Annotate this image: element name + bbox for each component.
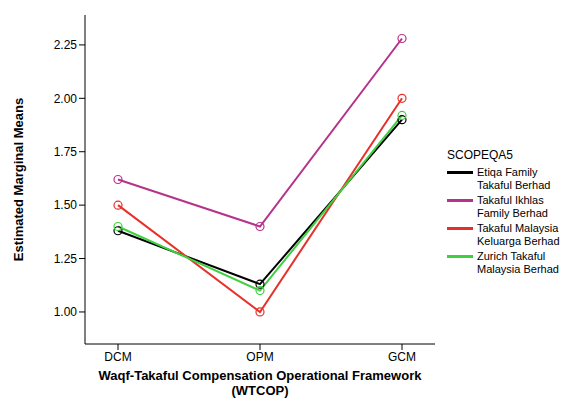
svg-text:GCM: GCM: [388, 350, 416, 364]
html-text:Etiqa Family Takaful Berhad: Etiqa Family Takaful Berhad: [477, 166, 551, 191]
svg-text:Estimated Marginal Means: Estimated Marginal Means: [11, 98, 26, 261]
html-text:Takaful Ikhlas Family Berhad: Takaful Ikhlas Family Berhad: [477, 194, 548, 219]
svg-text:1.50: 1.50: [54, 198, 78, 212]
svg-text:1.75: 1.75: [54, 145, 78, 159]
html-text:SCOPEQA5: SCOPEQA5: [447, 148, 513, 162]
svg-text:DCM: DCM: [104, 350, 131, 364]
svg-text:1.25: 1.25: [54, 252, 78, 266]
html-text:Zurich Takaful Malaysia Berhad: Zurich Takaful Malaysia Berhad: [477, 250, 559, 275]
svg-text:2.25: 2.25: [54, 38, 78, 52]
svg-text:1.00: 1.00: [54, 305, 78, 319]
html-text:Takaful Malaysia Keluarga Berh: Takaful Malaysia Keluarga Berhad: [477, 222, 560, 247]
svg-text:2.00: 2.00: [54, 92, 78, 106]
svg-text:OPM: OPM: [246, 350, 273, 364]
html-text:Waqf-Takaful Compensation Oper: Waqf-Takaful Compensation Operational Fr…: [98, 368, 422, 398]
